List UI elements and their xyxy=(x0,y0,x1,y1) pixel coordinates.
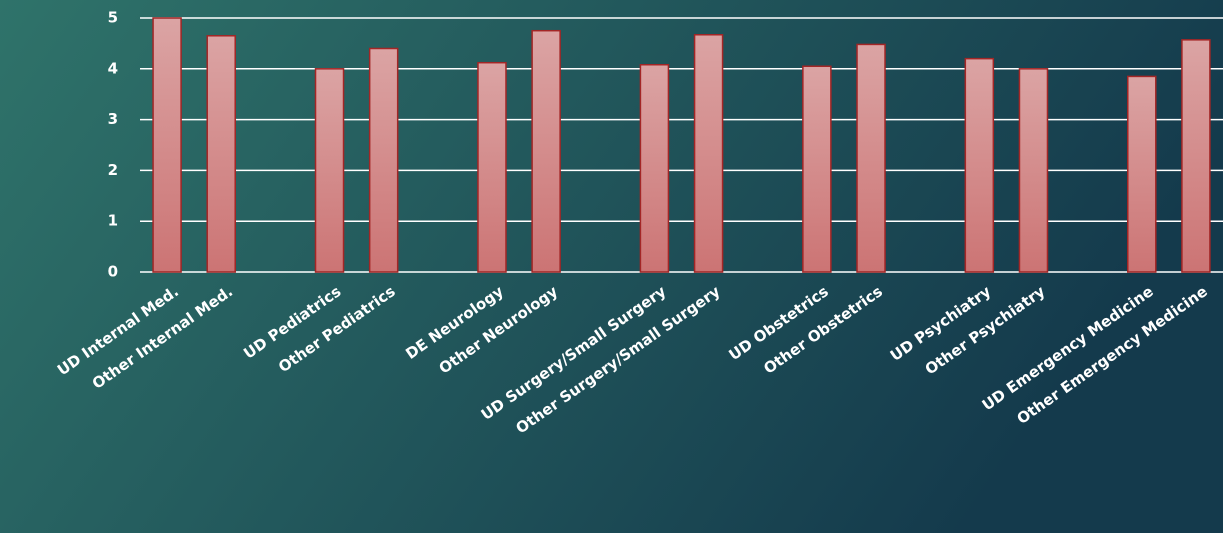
y-tick-label: 2 xyxy=(108,161,118,179)
y-tick-label: 4 xyxy=(108,59,118,77)
y-tick-label: 5 xyxy=(108,9,118,27)
bar xyxy=(531,29,561,273)
bar xyxy=(368,47,399,273)
y-tick-label: 3 xyxy=(108,110,118,128)
y-tick-label: 1 xyxy=(108,212,118,230)
bar xyxy=(314,68,345,273)
bar xyxy=(1181,39,1211,273)
bar xyxy=(1127,75,1157,273)
y-tick-label: 0 xyxy=(108,263,118,281)
bar xyxy=(206,35,236,273)
bar xyxy=(477,61,507,273)
bar xyxy=(964,57,995,273)
bar xyxy=(693,34,724,273)
bar xyxy=(802,65,832,273)
bar xyxy=(856,43,886,273)
bar xyxy=(152,17,182,273)
bar xyxy=(639,63,670,273)
bar xyxy=(1018,68,1049,273)
